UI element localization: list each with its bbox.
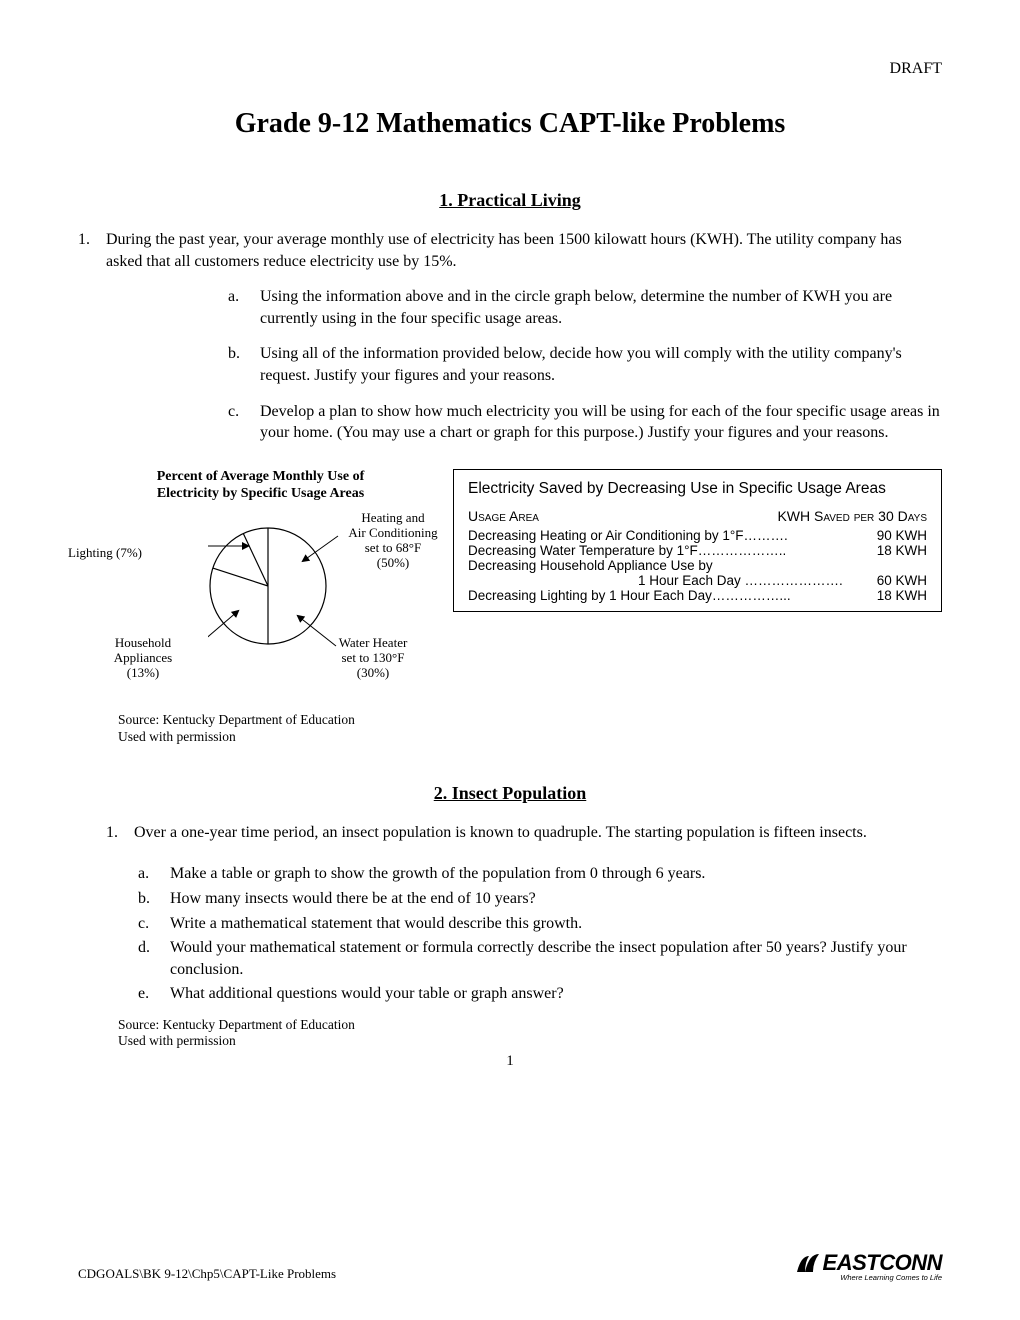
pie-label-water: Water Heater set to 130°F (30%) [333,636,413,681]
chart-row: Percent of Average Monthly Use of Electr… [78,469,942,697]
s2-source-l1: Source: Kentucky Department of Education [118,1017,355,1032]
s1-a-letter: a. [228,286,260,329]
household-l3: (13%) [127,665,160,680]
s2-a-letter: a. [138,863,170,885]
s2-intro: 1. Over a one-year time period, an insec… [106,822,942,844]
box-row-4: Decreasing Lighting by 1 Hour Each Day……… [468,588,927,603]
pie-title: Percent of Average Monthly Use of Electr… [78,469,443,503]
s2-c-letter: c. [138,913,170,935]
s1-c-letter: c. [228,401,260,444]
box-row-2: Decreasing Household Appliance Use by [468,558,927,573]
s2-source: Source: Kentucky Department of Education… [118,1017,942,1049]
heating-l3: set to 68°F [365,540,421,555]
box-row-1: Decreasing Water Temperature by 1°F……………… [468,543,927,558]
box-row-1-val: 18 KWH [877,543,927,558]
box-header: Usage Area KWH Saved per 30 Days [468,508,927,524]
s1-source-l2: Used with permission [118,729,236,744]
water-l1: Water Heater [339,635,408,650]
s2-item-e: e. What additional questions would your … [138,983,942,1005]
box-col1: Usage Area [468,508,539,524]
savings-box: Electricity Saved by Decreasing Use in S… [453,469,942,612]
box-row-4-val: 18 KWH [877,588,927,603]
s2-item-d: d. Would your mathematical statement or … [138,937,942,980]
box-row-0-val: 90 KWH [877,528,927,543]
s1-item-a: a. Using the information above and in th… [228,286,942,329]
s2-b-text: How many insects would there be at the e… [170,888,536,910]
box-col2: KWH Saved per 30 Days [777,508,927,524]
s2-c-text: Write a mathematical statement that woul… [170,913,582,935]
box-row-3-val: 60 KWH [877,573,927,588]
s1-intro-num: 1. [78,229,106,272]
s1-item-c: c. Develop a plan to show how much elect… [228,401,942,444]
draft-label: DRAFT [78,60,942,78]
pie-title-l1: Percent of Average Monthly Use of [157,469,364,484]
box-row-3-label: 1 Hour Each Day …………………. [468,573,843,588]
household-l2: Appliances [114,650,172,665]
s1-c-text: Develop a plan to show how much electric… [260,401,942,444]
s2-a-text: Make a table or graph to show the growth… [170,863,705,885]
s1-source-l1: Source: Kentucky Department of Education [118,712,355,727]
box-row-0: Decreasing Heating or Air Conditioning b… [468,528,927,543]
s2-source-l2: Used with permission [118,1033,236,1048]
footer-logo: EASTCONN Where Learning Comes to Life [795,1250,942,1282]
s2-d-letter: d. [138,937,170,980]
heating-l2: Air Conditioning [348,525,437,540]
s1-item-b: b. Using all of the information provided… [228,343,942,386]
pie-title-l2: Electricity by Specific Usage Areas [157,486,364,501]
water-l3: (30%) [357,665,390,680]
s2-item-b: b. How many insects would there be at th… [138,888,942,910]
box-row-4-label: Decreasing Lighting by 1 Hour Each Day……… [468,588,791,603]
s2-intro-num: 1. [106,822,134,844]
pie-wrap: Lighting (7%) Heating and Air Conditioni… [78,506,443,696]
heating-l1: Heating and [361,510,424,525]
footer-path: CDGOALS\BK 9-12\Chp5\CAPT-Like Problems [78,1266,336,1282]
s2-e-letter: e. [138,983,170,1005]
s2-item-a: a. Make a table or graph to show the gro… [138,863,942,885]
s1-source: Source: Kentucky Department of Education… [118,712,942,744]
pie-label-heating: Heating and Air Conditioning set to 68°F… [343,511,443,571]
box-row-2-label: Decreasing Household Appliance Use by [468,558,713,573]
s1-b-letter: b. [228,343,260,386]
heating-l4: (50%) [377,555,410,570]
pie-label-household: Household Appliances (13%) [108,636,178,681]
pie-chart [208,516,348,656]
household-l1: Household [115,635,171,650]
page-title: Grade 9-12 Mathematics CAPT-like Problem… [78,108,942,140]
logo-tagline: Where Learning Comes to Life [795,1273,942,1282]
box-title: Electricity Saved by Decreasing Use in S… [468,480,927,498]
s1-a-text: Using the information above and in the c… [260,286,942,329]
s1-intro: 1. During the past year, your average mo… [78,229,942,272]
box-row-0-label: Decreasing Heating or Air Conditioning b… [468,528,788,543]
water-l2: set to 130°F [342,650,405,665]
box-row-3: 1 Hour Each Day …………………. 60 KWH [468,573,927,588]
section1-heading: 1. Practical Living [78,190,942,211]
pie-label-lighting: Lighting (7%) [68,546,142,561]
s1-intro-text: During the past year, your average month… [106,229,942,272]
page-number: 1 [78,1053,942,1070]
pie-section: Percent of Average Monthly Use of Electr… [78,469,443,697]
s2-intro-text: Over a one-year time period, an insect p… [134,822,867,844]
box-row-1-label: Decreasing Water Temperature by 1°F……………… [468,543,786,558]
s2-d-text: Would your mathematical statement or for… [170,937,942,980]
s2-item-c: c. Write a mathematical statement that w… [138,913,942,935]
logo-icon [795,1252,821,1274]
section2-heading: 2. Insect Population [78,783,942,804]
s1-b-text: Using all of the information provided be… [260,343,942,386]
footer: CDGOALS\BK 9-12\Chp5\CAPT-Like Problems … [78,1250,942,1282]
s2-b-letter: b. [138,888,170,910]
s2-e-text: What additional questions would your tab… [170,983,564,1005]
